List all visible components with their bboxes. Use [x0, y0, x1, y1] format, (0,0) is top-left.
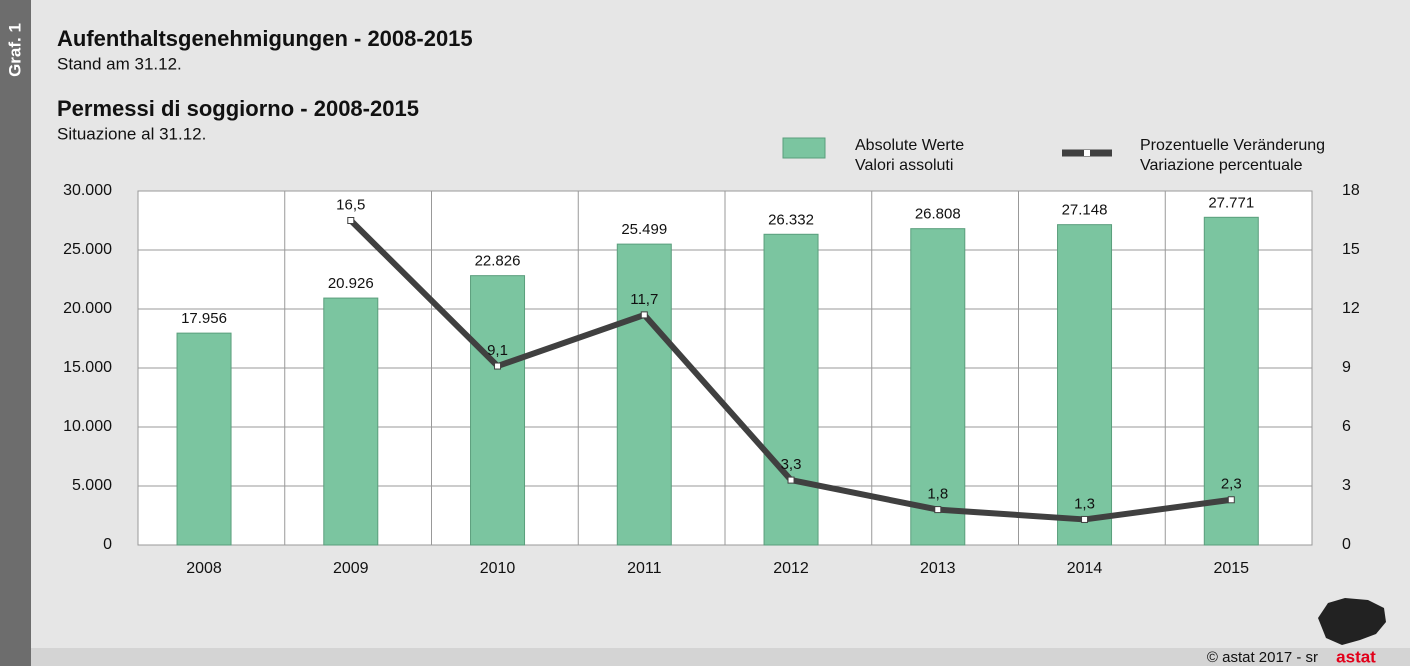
bar-value-label: 22.826 — [475, 253, 521, 270]
chart-title: Permessi di soggiorno - 2008-2015 — [57, 96, 419, 121]
y-tick-label: 10.000 — [63, 418, 112, 435]
bar-value-label: 26.332 — [768, 211, 814, 228]
x-tick-label: 2012 — [773, 560, 809, 577]
bar-value-label: 25.499 — [621, 221, 667, 238]
logo-shape — [1318, 598, 1386, 645]
y2-tick-label: 0 — [1342, 536, 1351, 553]
bar-value-label: 27.771 — [1208, 194, 1254, 211]
bar-value-label: 20.926 — [328, 275, 374, 292]
bar — [910, 228, 966, 546]
line-value-label: 1,3 — [1074, 495, 1095, 512]
legend-label: Absolute Werte Valori assoluti — [855, 137, 965, 174]
legend-marker — [1084, 150, 1090, 156]
y-tick-label: 5.000 — [72, 477, 112, 494]
y2-tick-label: 12 — [1342, 300, 1360, 317]
copyright: © astat 2017 - sr — [1207, 649, 1318, 666]
y-tick-label: 25.000 — [63, 241, 112, 258]
bar-value-label: 27.148 — [1062, 202, 1108, 219]
chart-title: Aufenthaltsgenehmigungen - 2008-2015 — [57, 26, 473, 51]
footer-band — [31, 648, 1410, 666]
line-marker — [787, 476, 795, 484]
line-marker — [347, 217, 355, 224]
bar — [616, 243, 672, 546]
bar-value-label: 26.808 — [915, 206, 961, 223]
y-tick-label: 20.000 — [63, 300, 112, 317]
x-tick-label: 2010 — [480, 560, 516, 577]
logo-text: astat — [1336, 647, 1376, 666]
y2-tick-label: 18 — [1342, 182, 1360, 199]
legend-label: Prozentuelle Veränderung Variazione perc… — [1140, 137, 1326, 174]
y2-tick-label: 9 — [1342, 359, 1351, 376]
x-tick-label: 2009 — [333, 560, 369, 577]
x-tick-label: 2008 — [186, 560, 222, 577]
line-marker — [1081, 515, 1089, 523]
bar — [470, 275, 526, 546]
y-tick-label: 30.000 — [63, 182, 112, 199]
legend-swatch — [782, 137, 826, 159]
line-marker — [640, 311, 648, 319]
chart-subtitle: Stand am 31.12. — [57, 54, 182, 73]
bar-value-label: 17.956 — [181, 310, 227, 327]
line-marker — [494, 362, 502, 370]
line-value-label: 11,7 — [630, 291, 658, 308]
x-tick-label: 2013 — [920, 560, 956, 577]
bar — [1057, 224, 1113, 546]
side-bar — [0, 0, 31, 666]
line-marker — [934, 506, 942, 514]
bar — [1203, 216, 1259, 546]
bar — [176, 332, 232, 546]
y2-tick-label: 15 — [1342, 241, 1360, 258]
line-value-label: 3,3 — [781, 456, 802, 473]
bar — [323, 297, 379, 546]
line-value-label: 9,1 — [487, 342, 508, 359]
graph-label: Graf. 1 — [5, 23, 24, 77]
y-tick-label: 15.000 — [63, 359, 112, 376]
y-tick-label: 0 — [103, 536, 112, 553]
line-marker — [1227, 496, 1235, 504]
line-value-label: 16,5 — [336, 196, 365, 213]
line-value-label: 2,3 — [1221, 476, 1242, 493]
logo-map — [1318, 598, 1386, 645]
line-value-label: 1,8 — [927, 486, 948, 503]
x-tick-label: 2015 — [1213, 560, 1249, 577]
y2-tick-label: 3 — [1342, 477, 1351, 494]
chart-subtitle: Situazione al 31.12. — [57, 124, 206, 143]
x-tick-label: 2011 — [627, 560, 662, 577]
x-tick-label: 2014 — [1067, 560, 1103, 577]
bar — [763, 233, 819, 546]
y2-tick-label: 6 — [1342, 418, 1351, 435]
